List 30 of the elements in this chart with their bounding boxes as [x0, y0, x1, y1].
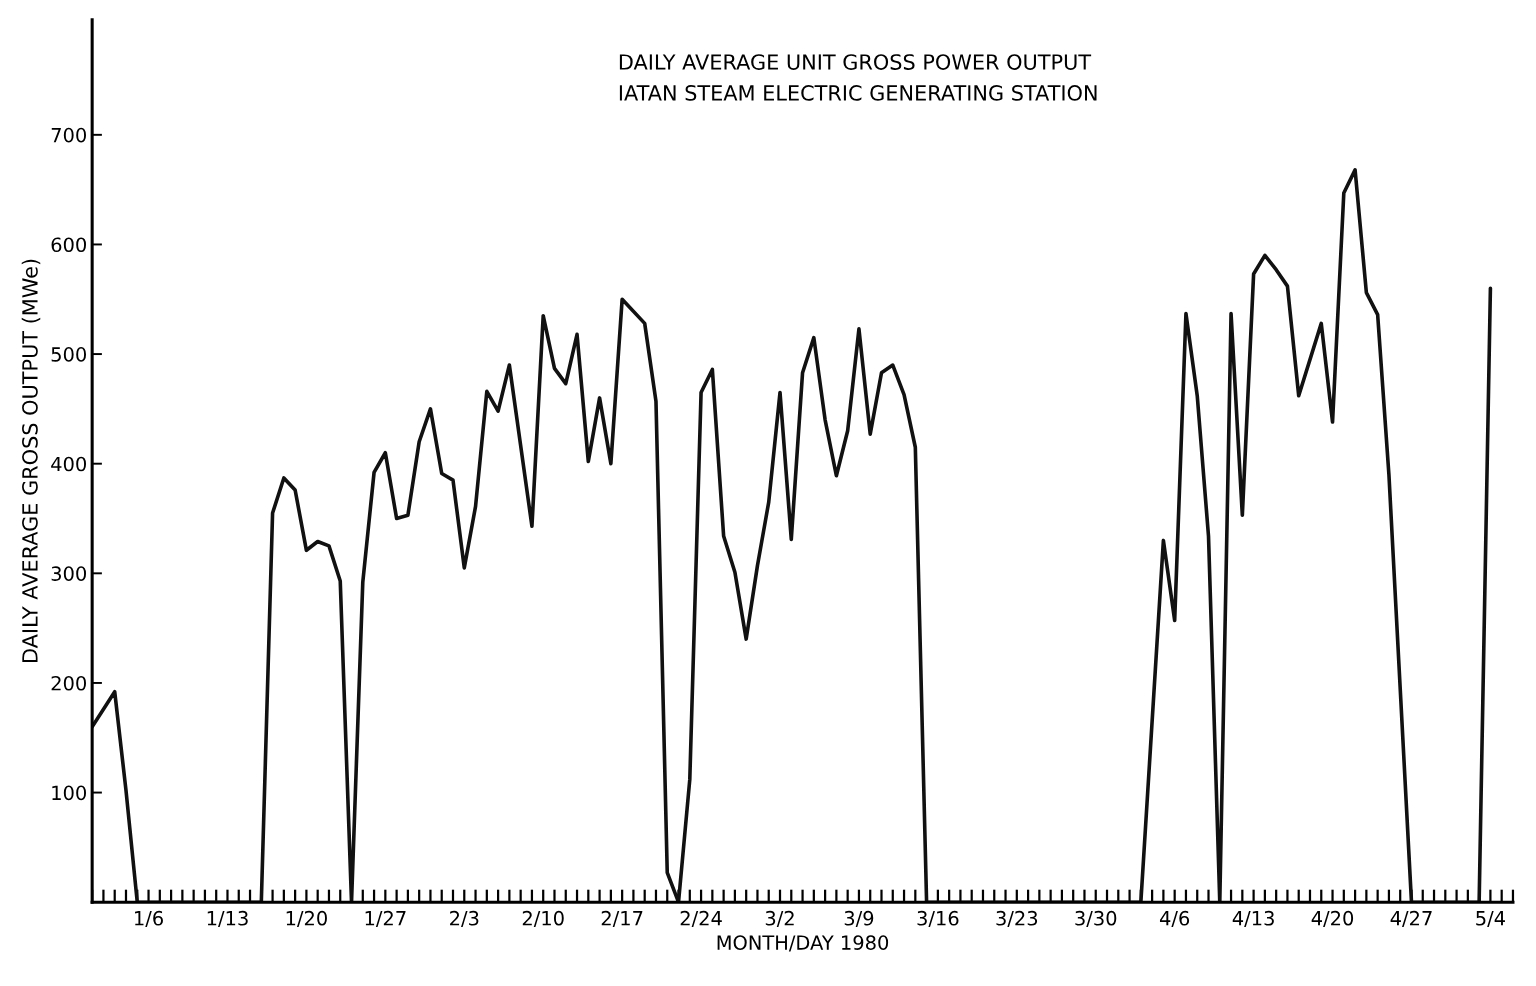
x-tick-label: 3/2	[765, 910, 794, 928]
y-tick-label: 200	[51, 675, 87, 691]
y-tick-label: 300	[51, 566, 87, 581]
x-tick-label: 1/13	[207, 910, 248, 928]
y-tick-label: 400	[51, 456, 87, 472]
x-tick-label: 1/6	[135, 910, 163, 928]
x-tick-label: 5/4	[1476, 911, 1505, 928]
x-tick-label: 3/16	[917, 910, 959, 928]
text: DAILY AVERAGE UNIT GROSS POWER OUTPUT	[619, 54, 1092, 70]
x-tick-label: 4/6	[1159, 910, 1190, 928]
y-tick-label: 700	[51, 127, 87, 143]
x-tick-label: 3/9	[844, 910, 874, 928]
y-axis-title: DAILY AVERAGE GROSS OUTPUT (MWe)	[21, 259, 41, 662]
x-tick-label: 4/13	[1232, 910, 1274, 928]
x-tick-label: 2/24	[680, 910, 722, 928]
y-tick-label: 500	[51, 347, 87, 362]
x-tick-label: 3/23	[996, 910, 1038, 928]
y-tick-label: 600	[51, 237, 87, 253]
line-series	[92, 168, 1493, 903]
y-tick-label: 100	[52, 785, 87, 801]
x-tick-label: 3/30	[1075, 910, 1117, 928]
x-tick-label: 1/20	[286, 910, 327, 928]
text: IATAN STEAM ELECTRIC GENERATING STATION	[619, 85, 1097, 101]
x-tick-label: 4/20	[1311, 910, 1354, 928]
x-tick-label: 1/27	[365, 910, 406, 928]
x-tick-label: 2/17	[601, 910, 643, 928]
x-axis-title: MONTH/DAY 1980	[717, 935, 889, 952]
x-tick-label: 2/10	[522, 910, 564, 928]
x-tick-label: 2/3	[450, 910, 479, 928]
x-tick-label: 4/27	[1390, 910, 1432, 928]
